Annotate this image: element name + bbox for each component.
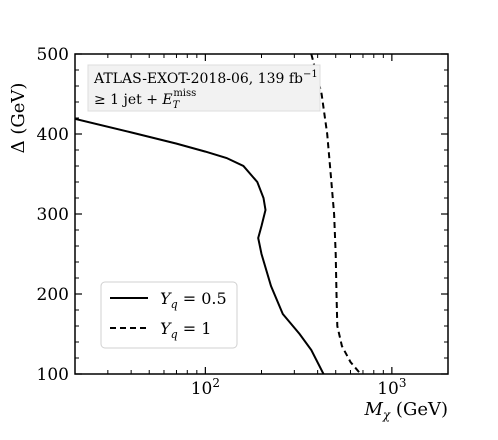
x-tick-label: 103 xyxy=(377,376,406,399)
plot-area: 100 200 300 400 500 102 103 xyxy=(37,45,449,399)
x-axis-label: Mχ (GeV) xyxy=(363,399,448,422)
legend-entry-yq-05: Yq = 0.5 xyxy=(160,289,227,311)
annotation-line-2: ≥ 1 jet + ETmiss xyxy=(94,88,196,111)
y-tick-label: 500 xyxy=(37,45,69,65)
annotation-line-1: ATLAS-EXOT-2018-06, 139 fb−1 xyxy=(93,69,318,87)
series-layer xyxy=(75,54,362,374)
y-axis-label: Δ (GeV) xyxy=(8,83,29,154)
annotation-background xyxy=(87,64,321,112)
ticks-layer: 100 200 300 400 500 102 103 xyxy=(37,45,448,399)
y-tick-label: 400 xyxy=(37,125,69,145)
annotation-box: ATLAS-EXOT-2018-06, 139 fb−1 ≥ 1 jet + E… xyxy=(87,64,321,112)
legend: Yq = 0.5 Yq = 1 xyxy=(100,281,238,349)
y-tick-label: 200 xyxy=(37,285,69,305)
series-line-yq-05 xyxy=(75,117,325,374)
y-tick-label: 100 xyxy=(37,365,69,385)
y-tick-label: 300 xyxy=(37,205,69,225)
legend-entry-yq-1: Yq = 1 xyxy=(160,319,211,341)
x-tick-label: 102 xyxy=(191,376,220,399)
series-line-yq-1 xyxy=(310,54,362,374)
